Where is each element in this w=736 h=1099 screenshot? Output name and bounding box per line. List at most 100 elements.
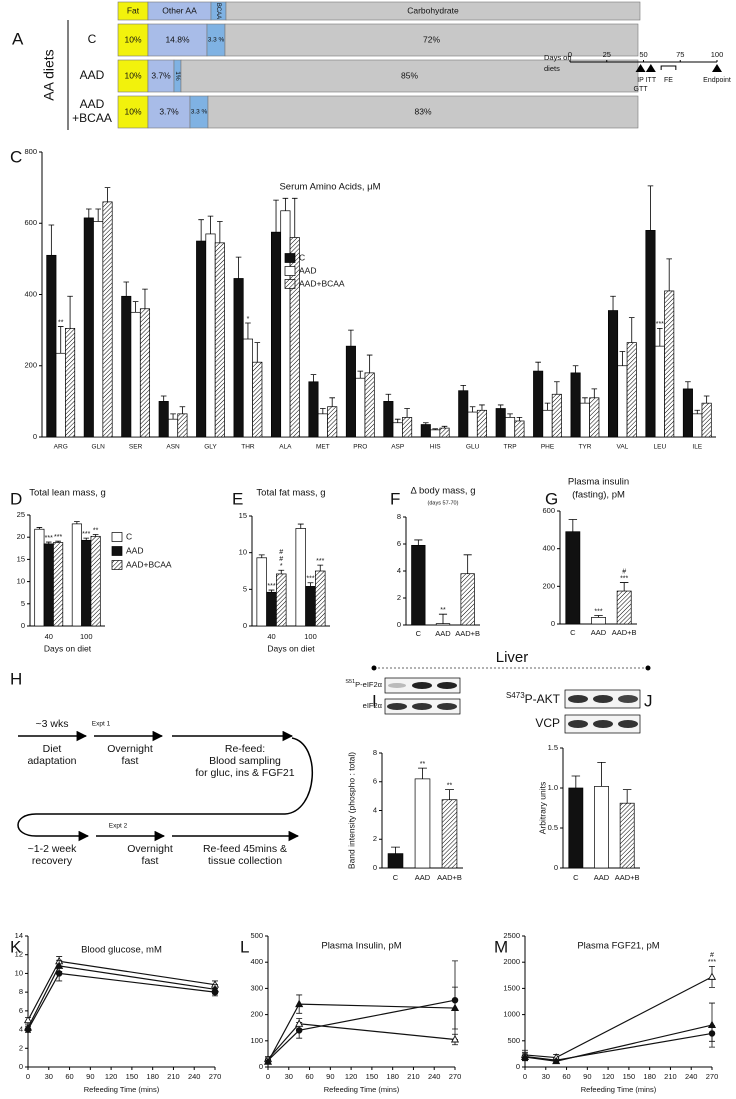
error-bar xyxy=(441,425,448,429)
legend-label: C xyxy=(126,531,132,541)
bar xyxy=(565,531,581,625)
y-tick-label: 10 xyxy=(15,968,23,977)
error-bar xyxy=(278,569,285,574)
protocol-text: Re-feed 45mins & xyxy=(203,843,287,855)
y-tick-label: 200 xyxy=(24,361,37,370)
y-tick-label: 300 xyxy=(250,983,263,992)
protocol-text: Re-feed: xyxy=(225,743,265,755)
chart-subtitle: (fasting), pM xyxy=(572,490,625,501)
side-label: AA diets xyxy=(41,49,57,100)
panel-letter: A xyxy=(12,29,24,48)
error-bar xyxy=(48,224,55,256)
error-bar xyxy=(385,393,392,402)
composition-cell xyxy=(207,95,639,129)
cell-label: 72% xyxy=(423,34,440,44)
bar xyxy=(205,233,216,438)
liver-label: Liver xyxy=(496,649,529,666)
bar xyxy=(387,853,404,869)
cell-label: 3.7% xyxy=(151,70,171,80)
event-label: GTT xyxy=(634,86,649,93)
bar xyxy=(458,390,469,438)
divider-end xyxy=(645,665,651,671)
x-tick-label: ILE xyxy=(692,444,702,451)
y-tick-label: 14 xyxy=(15,931,23,940)
composition-cell xyxy=(147,95,191,129)
bar xyxy=(158,401,169,438)
error-bar xyxy=(198,219,204,242)
bar xyxy=(594,786,609,869)
error-bar xyxy=(619,582,629,592)
bar xyxy=(93,221,104,438)
blot-label: S51P-eIF2α xyxy=(345,679,382,689)
timeline-label: Days on xyxy=(544,53,572,62)
significance-label: *** xyxy=(306,576,314,583)
marker xyxy=(23,1015,33,1024)
error-bar xyxy=(45,541,52,544)
y-tick-label: 0 xyxy=(554,863,558,872)
error-bar xyxy=(57,326,64,354)
y-tick-label: 15 xyxy=(239,511,247,520)
bar xyxy=(467,411,478,438)
x-tick-label: 90 xyxy=(583,1072,591,1081)
bar xyxy=(315,570,326,627)
significance-label: ** xyxy=(440,607,446,614)
header-label: Carbohydrate xyxy=(407,5,459,15)
error-bar xyxy=(254,342,261,363)
series-line xyxy=(27,972,216,1030)
error-bar xyxy=(622,789,632,804)
panel-letter: C xyxy=(10,147,22,166)
error-bar xyxy=(282,197,289,211)
blot-band xyxy=(618,695,638,703)
x-tick-label: PHE xyxy=(541,444,555,451)
error-bar xyxy=(657,327,663,347)
error-bar xyxy=(179,406,186,414)
marker xyxy=(450,1003,460,1011)
x-tick-label: 180 xyxy=(146,1072,159,1081)
composition-cell xyxy=(180,59,639,93)
y-tick-label: 0.5 xyxy=(548,823,558,832)
x-tick-label: ASN xyxy=(166,444,180,451)
bar xyxy=(617,365,628,438)
error-bar xyxy=(414,539,423,546)
bar xyxy=(701,402,712,438)
chart-title: Δ body mass, g xyxy=(411,486,476,497)
x-tick-label: AAD xyxy=(591,628,607,637)
x-tick-label: AAD+B xyxy=(455,629,480,638)
significance-label: ** xyxy=(420,761,426,768)
x-tick-label: AAD xyxy=(415,873,431,882)
y-tick-label: 6 xyxy=(373,777,377,786)
x-tick-label: HIS xyxy=(430,444,442,451)
y-tick-label: 10 xyxy=(239,548,247,557)
error-bar xyxy=(516,417,523,421)
bar xyxy=(196,240,207,438)
error-bar xyxy=(217,221,223,243)
error-bar xyxy=(479,404,485,411)
x-tick-label: C xyxy=(570,628,576,637)
bar xyxy=(514,420,525,438)
blot-band xyxy=(387,703,407,710)
series-line xyxy=(267,1023,456,1060)
bar xyxy=(568,787,584,869)
chart-title: Total fat mass, g xyxy=(256,488,325,499)
chart-title: Total lean mass, g xyxy=(29,488,106,499)
marker xyxy=(210,984,220,993)
protocol-text: Expt 1 xyxy=(92,721,111,728)
timeline-label: diets xyxy=(544,64,560,73)
y-tick-label: 5 xyxy=(243,584,247,593)
bar xyxy=(83,217,94,438)
blot-label-text: P-AKT xyxy=(525,692,561,706)
error-bar xyxy=(366,354,373,373)
event-arrow xyxy=(712,64,722,72)
event-bracket xyxy=(660,65,677,70)
y-tick-label: 12 xyxy=(15,950,23,959)
error-bar xyxy=(619,351,626,366)
x-tick-label: GLN xyxy=(91,444,105,451)
error-bar xyxy=(67,295,73,329)
axis xyxy=(27,936,215,1068)
bar xyxy=(402,417,413,438)
bar xyxy=(542,409,553,438)
error-bar xyxy=(160,395,167,402)
y-tick-label: 500 xyxy=(507,1036,520,1045)
significance-label: *** xyxy=(316,558,324,565)
